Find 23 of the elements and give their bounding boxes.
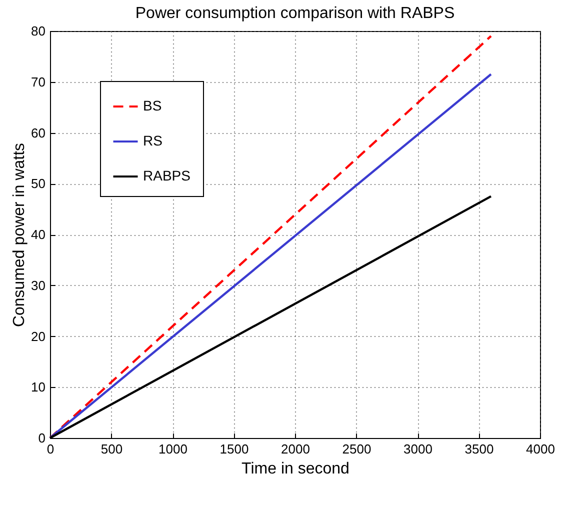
x-tick-label: 3500 bbox=[464, 442, 494, 456]
legend-label: RABPS bbox=[143, 168, 190, 184]
x-tick-label: 2000 bbox=[281, 442, 310, 456]
y-tick-label: 60 bbox=[31, 125, 46, 140]
y-tick-label: 70 bbox=[31, 74, 46, 90]
y-tick-label: 80 bbox=[31, 24, 46, 38]
chart-title: Power consumption comparison with RABPS bbox=[135, 5, 455, 22]
legend-label: RS bbox=[143, 132, 162, 148]
x-tick-label: 1500 bbox=[220, 442, 249, 456]
y-tick-label: 50 bbox=[31, 176, 46, 192]
x-tick-label: 1000 bbox=[158, 442, 188, 456]
x-axis-title: Time in second bbox=[242, 460, 350, 478]
y-tick-label: 30 bbox=[31, 278, 46, 293]
x-tick-label: 2500 bbox=[342, 442, 372, 456]
x-tick-label: 4000 bbox=[526, 442, 555, 456]
x-tick-label: 3000 bbox=[404, 442, 432, 456]
y-axis-title: Consumed power in watts bbox=[11, 142, 28, 328]
x-tick-label: 500 bbox=[100, 442, 123, 456]
y-tick-label: 40 bbox=[31, 227, 46, 242]
y-tick-label: 0 bbox=[38, 430, 46, 446]
y-tick-label: 10 bbox=[31, 380, 46, 395]
y-tick-label: 20 bbox=[31, 328, 46, 344]
legend-label: BS bbox=[143, 98, 162, 114]
